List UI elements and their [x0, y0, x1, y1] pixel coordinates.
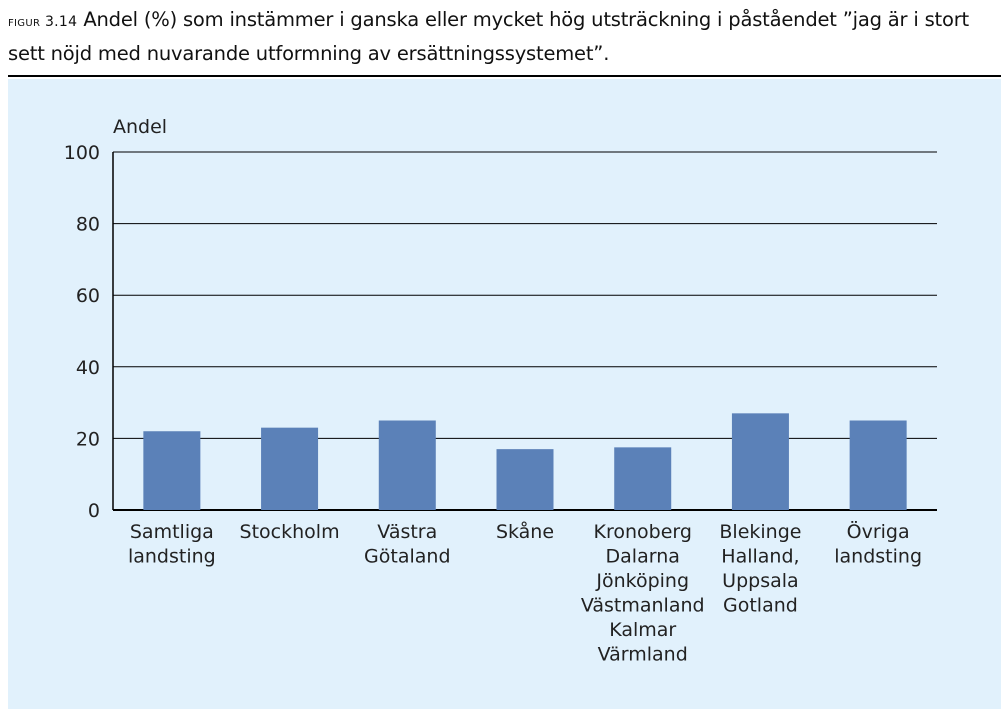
bar — [261, 427, 319, 510]
x-tick-label: Samtliga landsting — [128, 521, 216, 568]
chart-panel — [8, 79, 1001, 709]
bar — [378, 420, 436, 510]
bar — [849, 420, 907, 510]
caption-text: Andel (%) som instämmer i ganska eller m… — [8, 8, 969, 65]
y-axis-label: Andel — [113, 116, 168, 138]
x-tick-label: Blekinge Halland, Uppsala Gotland — [719, 521, 801, 617]
bar — [496, 449, 554, 510]
x-tick-label: Kronoberg Dalarna Jönköping Västmanland Kalm… — [581, 521, 705, 666]
figure-caption: FIGUR 3.14 Andel (%) som instämmer i gan… — [8, 4, 998, 69]
bar — [614, 447, 672, 510]
y-tick-label: 0 — [88, 500, 100, 522]
x-tick-label: Västra Götaland — [364, 521, 450, 568]
y-tick-label: 100 — [64, 142, 100, 164]
bar — [143, 431, 201, 510]
y-tick-label: 80 — [76, 214, 100, 236]
x-tick-label: Övriga landsting — [834, 520, 922, 568]
caption-rule — [8, 75, 1001, 77]
y-tick-label: 60 — [76, 285, 100, 307]
figure-label: FIGUR 3.14 — [8, 14, 78, 30]
y-tick-label: 40 — [76, 357, 100, 379]
x-tick-label: Skåne — [496, 520, 554, 543]
y-tick-label: 20 — [76, 428, 100, 450]
x-tick-label: Stockholm — [240, 521, 340, 543]
bar — [731, 413, 789, 510]
